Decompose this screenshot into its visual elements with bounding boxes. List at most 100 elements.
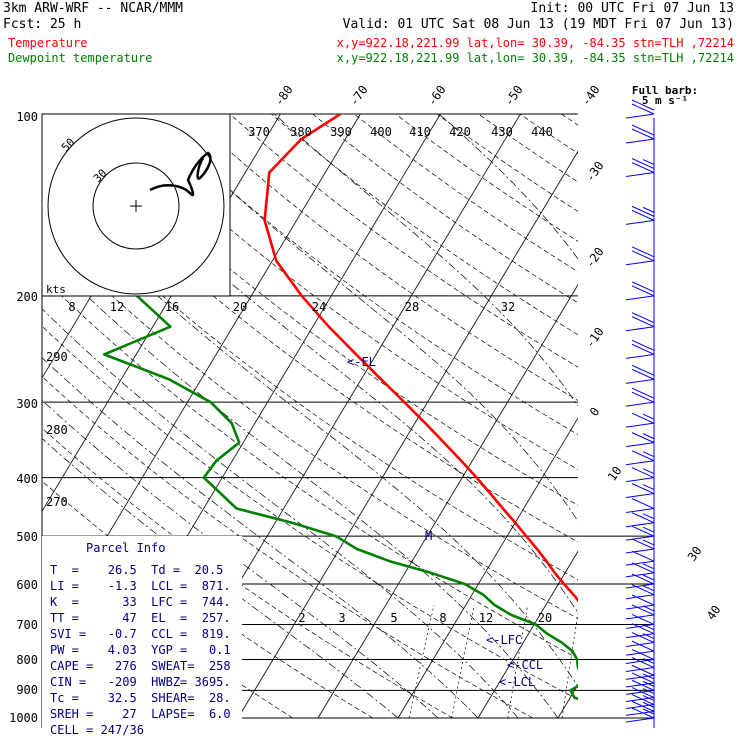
wind-barb-half <box>642 159 655 165</box>
wind-barb-half <box>642 585 655 592</box>
wind-barb-shaft <box>625 477 655 483</box>
temp-label: 28 <box>405 300 419 314</box>
wind-barb-shaft <box>625 667 655 673</box>
dry-adiabat <box>229 114 578 368</box>
lower-theta-labels: 290 280 270 <box>46 350 68 509</box>
wind-barb <box>625 339 655 359</box>
mixing-ratio-line <box>408 604 435 719</box>
theta-label-left: 280 <box>46 423 68 437</box>
wind-barb-shaft <box>625 172 655 178</box>
wind-barb-flag <box>631 162 655 173</box>
parcel-info-row: CELL = 247/36 <box>50 723 144 737</box>
mixing-ratio-line <box>507 604 529 719</box>
wind-barb <box>625 99 655 119</box>
moist-adiabat <box>42 251 559 719</box>
dry-adiabat <box>270 114 578 336</box>
skew-temp-label: -60 <box>425 83 449 109</box>
barb-key-unit: 5 m s⁻¹ <box>642 94 688 107</box>
wind-barb <box>625 613 655 629</box>
valid-time: Valid: 01 UTC Sat 08 Jun 13 (19 MDT Fri … <box>343 17 734 32</box>
wind-barb <box>625 450 655 466</box>
wind-barb-shaft <box>625 633 655 639</box>
lcl-marker: <-LCL <box>499 675 535 689</box>
pressure-label: 700 <box>16 618 38 632</box>
wind-barb-shaft <box>625 583 655 589</box>
isotherm <box>477 550 578 719</box>
skew-temp-labels: -80 -70 -60 -50 -40 -30 -20 -10 0 10 30 … <box>272 83 724 623</box>
init-time: Init: 00 UTC Fri 07 Jun 13 <box>531 1 735 16</box>
pressure-label: 300 <box>16 397 38 411</box>
skew-temp-label: -70 <box>347 83 371 109</box>
dry-adiabat <box>561 114 578 126</box>
theta-label: 370 <box>248 125 270 139</box>
moist-adiabat <box>42 399 439 719</box>
wind-barb-shaft <box>625 353 655 359</box>
wind-barb <box>625 623 655 639</box>
wind-barb-shaft <box>625 623 655 629</box>
profiles <box>98 114 578 701</box>
wind-barb-flag <box>631 412 655 424</box>
wind-barb <box>625 694 655 710</box>
wind-barb-flag <box>631 512 655 524</box>
hodograph-ring-outer <box>47 117 225 295</box>
skew-temp-label: -80 <box>272 83 296 109</box>
mixing-label: 20 <box>538 611 552 625</box>
wind-barb <box>625 498 655 514</box>
temperature-location: x,y=922.18,221.99 lat,lon= 30.39, -84.35… <box>337 36 734 50</box>
wind-barb-shaft <box>625 442 655 448</box>
moist-adiabat <box>438 114 578 260</box>
mixing-ratio-labels: 2 3 5 8 12 20 <box>298 611 552 625</box>
dry-adiabat <box>353 114 578 273</box>
pressure-label: 900 <box>16 683 38 697</box>
theta-labels: 370 380 390 400 410 420 430 440 <box>248 125 553 139</box>
wind-barb <box>625 432 655 448</box>
mixing-ratio-line <box>561 611 578 719</box>
skew-temp-label: -20 <box>583 245 607 271</box>
wind-barb-flag <box>631 679 655 691</box>
wind-barbs <box>625 99 655 723</box>
mixing-label: 5 <box>390 611 397 625</box>
pressure-labels: 100 200 300 400 500 600 700 800 900 1000 <box>9 110 38 725</box>
wind-barb <box>625 632 655 648</box>
skew-temp-label: 40 <box>704 603 724 623</box>
wind-barb-flag <box>631 205 655 217</box>
wind-barb-half <box>642 451 655 458</box>
wind-barb-shaft <box>625 260 655 266</box>
wind-barb-flag <box>631 623 655 635</box>
wind-barb <box>625 538 655 554</box>
wind-barb-shaft <box>625 717 655 723</box>
wind-barb <box>625 364 655 384</box>
wind-barb-flag <box>631 124 655 136</box>
parcel-info-row: T = 26.5 Td = 20.5 <box>50 563 223 577</box>
wind-barb-flag <box>631 250 655 262</box>
wind-barb-shaft <box>625 689 655 695</box>
wind-barb-flag <box>631 368 655 380</box>
wind-barb-half <box>642 484 655 491</box>
theta-label-left: 270 <box>46 495 68 509</box>
wind-barb-shaft <box>625 642 655 648</box>
wind-barb-shaft <box>625 219 655 225</box>
wind-barb-flag <box>631 158 655 169</box>
theta-label-left: 290 <box>46 350 68 364</box>
theta-label: 430 <box>491 125 513 139</box>
wind-barb-flag <box>631 103 655 115</box>
moist-adiabat <box>42 308 519 719</box>
wind-barb-half <box>642 206 655 213</box>
wind-barb-shaft <box>625 594 655 600</box>
temp-label: 24 <box>312 300 326 314</box>
wind-barb-shaft <box>625 326 655 332</box>
wind-barb-flag <box>631 391 655 403</box>
wind-barb-shaft <box>625 604 655 610</box>
moist-adiabat <box>273 114 578 407</box>
dewpoint-label: Dewpoint temperature <box>8 51 153 65</box>
wind-barb-shaft <box>625 295 655 301</box>
wind-barb-flag <box>631 687 655 699</box>
skew-temp-label: 30 <box>685 544 705 564</box>
wind-barb-shaft <box>625 378 655 384</box>
parcel-info-row: SREH = 27 LAPSE= 6.0 <box>50 707 231 721</box>
theta-label: 440 <box>531 125 553 139</box>
wind-barb-shaft <box>625 460 655 466</box>
pressure-label: 200 <box>16 290 38 304</box>
wind-barb-flag <box>631 312 655 324</box>
wind-barb-shaft <box>625 493 655 499</box>
